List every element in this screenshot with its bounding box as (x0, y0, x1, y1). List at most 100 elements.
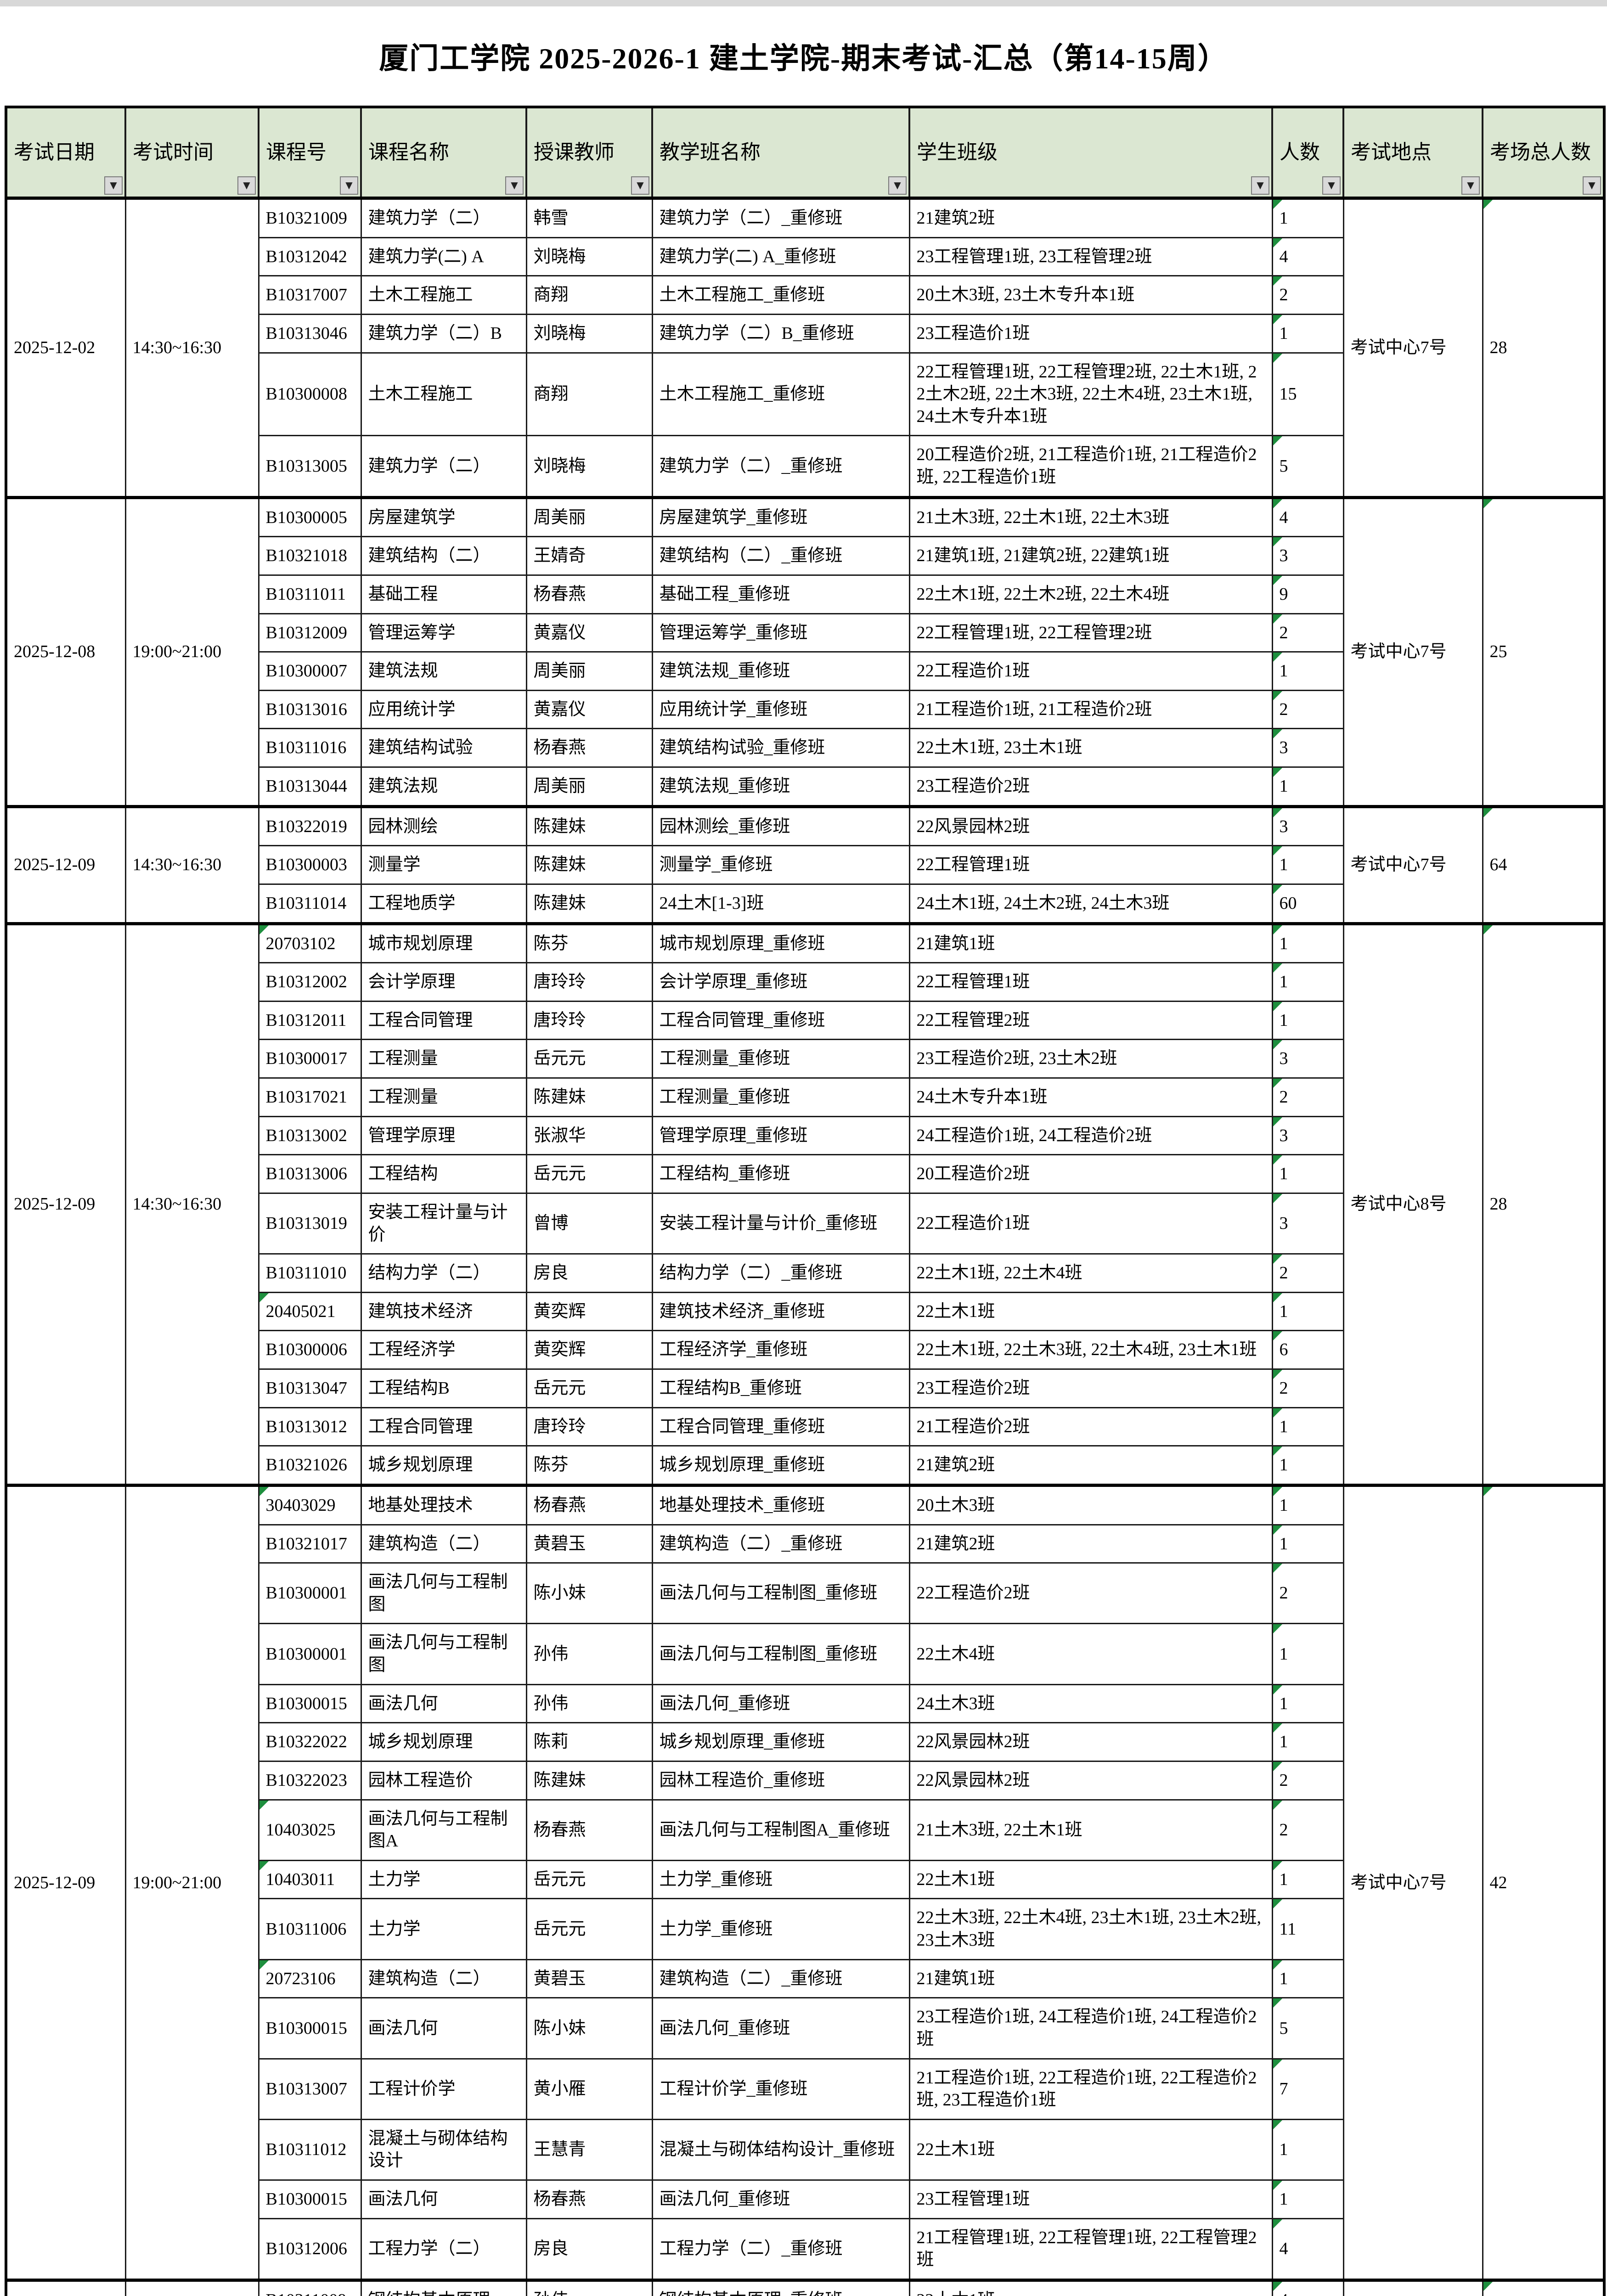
course-id-cell: B10321018 (258, 536, 362, 576)
teacher-cell: 陈建妹 (525, 1760, 653, 1801)
student-classes-cell: 22土木1班 (908, 1859, 1273, 1900)
filter-dropdown-button[interactable]: ▼ (1251, 176, 1269, 195)
student-count-cell: 1 (1271, 1859, 1344, 1900)
student-count-cell: 2 (1271, 1562, 1344, 1625)
teacher-cell: 孙伟 (525, 2278, 653, 2296)
exam-row: B10321018 建筑结构（二） 王婧奇 建筑结构（二）_重修班 21建筑1班, 21… (6, 536, 1604, 576)
teaching-class-cell: 土木工程施工_重修班 (651, 275, 910, 315)
teacher-cell: 周美丽 (525, 766, 653, 807)
exam-row: B10312006 工程力学（二） 房良 工程力学（二）_重修班 21工程管理1班, 2… (6, 2217, 1604, 2281)
filter-dropdown-button[interactable]: ▼ (237, 176, 256, 195)
exam-row: B10300017 工程测量 岳元元 工程测量_重修班 23工程造价2班, 23土木2班… (6, 1039, 1604, 1079)
course-id-cell: 20405021 (258, 1291, 362, 1332)
student-count-cell: 2 (1271, 1253, 1344, 1293)
teacher-cell: 陈建妹 (525, 805, 653, 847)
student-classes-cell: 21建筑1班 (908, 1958, 1273, 1999)
student-classes-cell: 22土木4班 (908, 1623, 1273, 1685)
exam-time-cell: 19:00~21:00 (124, 495, 259, 807)
teacher-cell: 陈建妹 (525, 883, 653, 924)
course-name-cell: 工程结构 (360, 1154, 527, 1194)
teacher-cell: 王慧青 (525, 2118, 653, 2181)
course-id-cell: B10300005 (258, 495, 362, 538)
exam-row: B10311012 混凝土与砌体结构设计 王慧青 混凝土与砌体结构设计_重修班 22土木… (6, 2118, 1604, 2181)
student-classes-cell: 23工程管理1班 (908, 2179, 1273, 2219)
teacher-cell: 黄嘉仪 (525, 613, 653, 653)
column-header-student-classes: 学生班级 ▼ (908, 106, 1273, 200)
course-name-cell: 工程测量 (360, 1077, 527, 1117)
student-classes-cell: 22工程造价2班 (908, 1562, 1273, 1625)
exam-row: B10311010 结构力学（二） 房良 结构力学（二）_重修班 22土木1班, 22土… (6, 1253, 1604, 1293)
student-classes-cell: 22工程造价1班 (908, 651, 1273, 691)
teaching-class-cell: 测量学_重修班 (651, 845, 910, 885)
course-name-cell: 建筑技术经济 (360, 1291, 527, 1332)
exam-time-cell: 14:30~16:30 (124, 805, 259, 924)
course-name-cell: 混凝土与砌体结构设计 (360, 2118, 527, 2181)
course-name-cell: 工程计价学 (360, 2058, 527, 2120)
student-classes-cell: 22风景园林2班 (908, 1722, 1273, 1762)
exam-time-cell: 14:30~16:30 (124, 197, 259, 498)
student-classes-cell: 22土木1班, 22土木4班 (908, 1253, 1273, 1293)
course-id-cell: B10311016 (258, 728, 362, 768)
filter-dropdown-button[interactable]: ▼ (631, 176, 649, 195)
course-name-cell: 应用统计学 (360, 689, 527, 730)
exam-time-cell: 14:30~16:30 (124, 2278, 259, 2296)
course-name-cell: 建筑法规 (360, 766, 527, 807)
exam-row: B10313044 建筑法规 周美丽 建筑法规_重修班 23工程造价2班 1 (6, 766, 1604, 807)
course-id-cell: B10312011 (258, 1000, 362, 1041)
exam-date-cell: 2025-12-09 (5, 922, 126, 1486)
exam-row: B10300006 工程经济学 黄奕辉 工程经济学_重修班 22土木1班, 22土木3班… (6, 1330, 1604, 1370)
table-header-row: 考试日期 ▼ 考试时间 ▼ 课程号 ▼ 课程名称 ▼ 授课教师 ▼ 教学班名称 ▼ 学生班级 ▼ 人数 ▼ 考试… (5, 106, 1605, 200)
course-id-cell: B10300006 (258, 1330, 362, 1370)
exam-row: 2025-12-1014:30~16:30B10311009钢结构基本原理孙伟钢… (5, 2278, 1605, 2296)
teaching-class-cell: 画法几何_重修班 (651, 1683, 910, 1724)
student-count-cell: 4 (1271, 236, 1344, 277)
course-id-cell: B10300015 (258, 1997, 362, 2060)
filter-dropdown-button[interactable]: ▼ (104, 176, 123, 195)
course-name-cell: 土力学 (360, 1859, 527, 1900)
filter-dropdown-button[interactable]: ▼ (888, 176, 907, 195)
student-classes-cell: 22土木1班, 22土木2班, 22土木4班 (908, 574, 1273, 614)
column-header-exam-time: 考试时间 ▼ (124, 106, 259, 200)
filter-dropdown-button[interactable]: ▼ (1322, 176, 1341, 195)
teaching-class-cell: 工程经济学_重修班 (651, 1330, 910, 1370)
column-header-course-id: 课程号 ▼ (258, 106, 362, 200)
exam-time-cell: 19:00~21:00 (124, 1483, 259, 2281)
teacher-cell: 商翔 (525, 352, 653, 437)
filter-dropdown-button[interactable]: ▼ (1583, 176, 1601, 195)
student-classes-cell: 22工程管理1班, 22工程管理2班 (908, 613, 1273, 653)
teaching-class-cell: 建筑结构试验_重修班 (651, 728, 910, 768)
filter-dropdown-button[interactable]: ▼ (340, 176, 358, 195)
student-classes-cell: 22工程造价1班 (908, 1192, 1273, 1255)
teaching-class-cell: 结构力学（二）_重修班 (651, 1253, 910, 1293)
course-id-cell: B10311012 (258, 2118, 362, 2181)
course-id-cell: B10300017 (258, 1039, 362, 1079)
student-classes-cell: 21工程造价2班 (908, 1407, 1273, 1447)
student-count-cell: 1 (1271, 1524, 1344, 1564)
course-name-cell: 工程合同管理 (360, 1000, 527, 1041)
course-name-cell: 建筑力学（二）B (360, 313, 527, 354)
filter-dropdown-button[interactable]: ▼ (1461, 176, 1480, 195)
student-count-cell: 2 (1271, 1368, 1344, 1408)
exam-row: B10300007 建筑法规 周美丽 建筑法规_重修班 22工程造价1班 1 (6, 651, 1604, 691)
teaching-class-cell: 园林工程造价_重修班 (651, 1760, 910, 1801)
course-id-cell: 20703102 (258, 922, 362, 964)
student-count-cell: 2 (1271, 275, 1344, 315)
exam-location-cell: 考试中心7号 (1342, 197, 1483, 498)
room-total-cell: 28 (1482, 197, 1605, 498)
teaching-class-cell: 画法几何与工程制图A_重修班 (651, 1799, 910, 1861)
teacher-cell: 孙伟 (525, 1623, 653, 1685)
room-total-cell: 57 (1482, 2278, 1605, 2296)
exam-date-cell: 2025-12-08 (5, 495, 126, 807)
course-id-cell: B10312009 (258, 613, 362, 653)
teaching-class-cell: 土力学_重修班 (651, 1898, 910, 1960)
exam-row: B10311016 建筑结构试验 杨春燕 建筑结构试验_重修班 22土木1班, 23土木… (6, 728, 1604, 768)
filter-dropdown-button[interactable]: ▼ (505, 176, 524, 195)
student-count-cell: 1 (1271, 2179, 1344, 2219)
teaching-class-cell: 工程测量_重修班 (651, 1039, 910, 1079)
exam-row: B10300015 画法几何 陈小妹 画法几何_重修班 23工程造价1班, 24工程造价… (6, 1997, 1604, 2060)
teaching-class-cell: 建筑结构（二）_重修班 (651, 536, 910, 576)
teaching-class-cell: 24土木[1-3]班 (651, 883, 910, 924)
course-id-cell: B10313016 (258, 689, 362, 730)
teacher-cell: 唐玲玲 (525, 962, 653, 1002)
student-count-cell: 1 (1271, 197, 1344, 238)
